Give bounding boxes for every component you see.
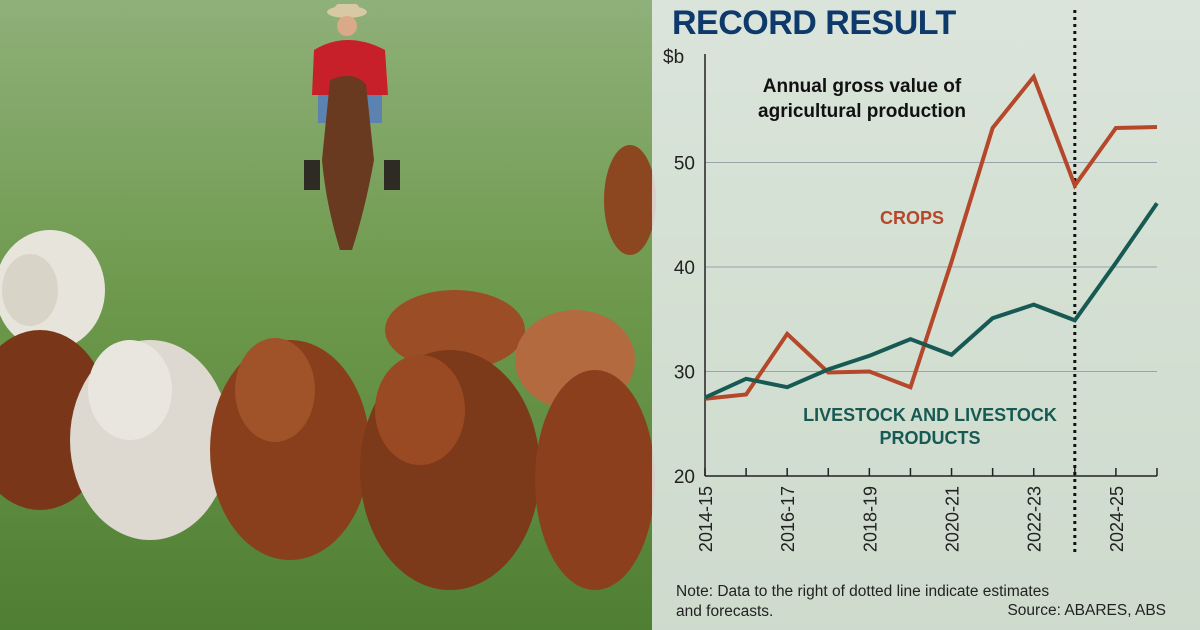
series-label-livestock: LIVESTOCK AND LIVESTOCK PRODUCTS	[803, 405, 1057, 448]
y-tick-label-50: 50	[674, 154, 695, 175]
chart-panel	[652, 0, 1200, 630]
x-tick-label-2014-15: 2014-15	[696, 486, 716, 552]
chart-title: Annual gross value of agricultural produ…	[758, 76, 966, 122]
y-axis-label: $b	[663, 47, 685, 68]
series-layer	[704, 72, 1159, 401]
y-tick-label-20: 20	[674, 467, 695, 488]
axis-layer: 20 30 40 50	[674, 10, 1158, 553]
series-line-livestock	[704, 202, 1159, 400]
source-credit: Source: ABARES, ABS	[1007, 602, 1166, 619]
headline: RECORD RESULT	[672, 4, 956, 42]
series-label-crops: CROPS	[880, 208, 945, 228]
y-tick-label-30: 30	[674, 363, 695, 384]
rider-on-horse	[304, 4, 400, 250]
x-tick-label-2024-25: 2024-25	[1107, 486, 1127, 552]
series-line-crops	[704, 72, 1158, 401]
cattle-herd	[0, 145, 656, 590]
x-tick-label-2016-17: 2016-17	[778, 486, 798, 552]
footnote: Note: Data to the right of dotted line i…	[676, 583, 1050, 620]
x-tick-label-2018-19: 2018-19	[860, 486, 880, 552]
grid-layer	[705, 162, 1157, 372]
x-tick-label-2020-21: 2020-21	[943, 486, 963, 552]
x-tick-labels: 2014-15 2016-17 2018-19 2020-21 2022-23 2024-…	[696, 486, 1127, 552]
x-tick-label-2022-23: 2022-23	[1025, 486, 1045, 552]
y-tick-label-40: 40	[674, 258, 695, 279]
